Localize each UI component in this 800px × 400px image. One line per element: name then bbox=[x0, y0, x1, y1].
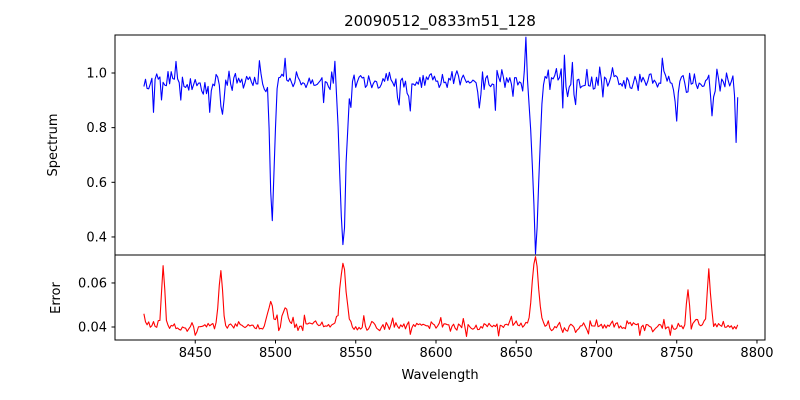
y-tick-label: 0.06 bbox=[78, 276, 107, 291]
y-axis-ticks: 0.4 0.6 0.8 1.0 0.04 0.06 bbox=[78, 66, 115, 336]
y-tick-label: 0.6 bbox=[86, 176, 107, 191]
x-tick-label: 8750 bbox=[660, 346, 693, 361]
y-tick-label: 0.8 bbox=[86, 121, 107, 136]
x-tick-label: 8650 bbox=[500, 346, 533, 361]
error-y-axis-label: Error bbox=[49, 282, 64, 314]
error-line bbox=[143, 256, 739, 338]
spectrum-line bbox=[143, 36, 739, 255]
y-tick-label: 1.0 bbox=[86, 66, 107, 81]
x-tick-label: 8700 bbox=[580, 346, 613, 361]
x-axis-ticks: 8450 8500 8550 8600 8650 8700 8750 8800 bbox=[179, 340, 774, 361]
x-tick-label: 8500 bbox=[259, 346, 292, 361]
chart-title: 20090512_0833m51_128 bbox=[344, 12, 536, 31]
y-tick-label: 0.04 bbox=[78, 321, 107, 336]
x-tick-label: 8600 bbox=[419, 346, 452, 361]
spectrum-y-axis-label: Spectrum bbox=[46, 114, 61, 177]
error-panel-frame bbox=[114, 254, 766, 341]
x-tick-label: 8550 bbox=[339, 346, 372, 361]
spectrum-panel-frame bbox=[114, 34, 766, 256]
x-tick-label: 8800 bbox=[740, 346, 773, 361]
x-axis-label: Wavelength bbox=[401, 368, 478, 383]
x-tick-label: 8450 bbox=[179, 346, 212, 361]
y-tick-label: 0.4 bbox=[86, 230, 107, 245]
data-series-group bbox=[143, 36, 739, 338]
